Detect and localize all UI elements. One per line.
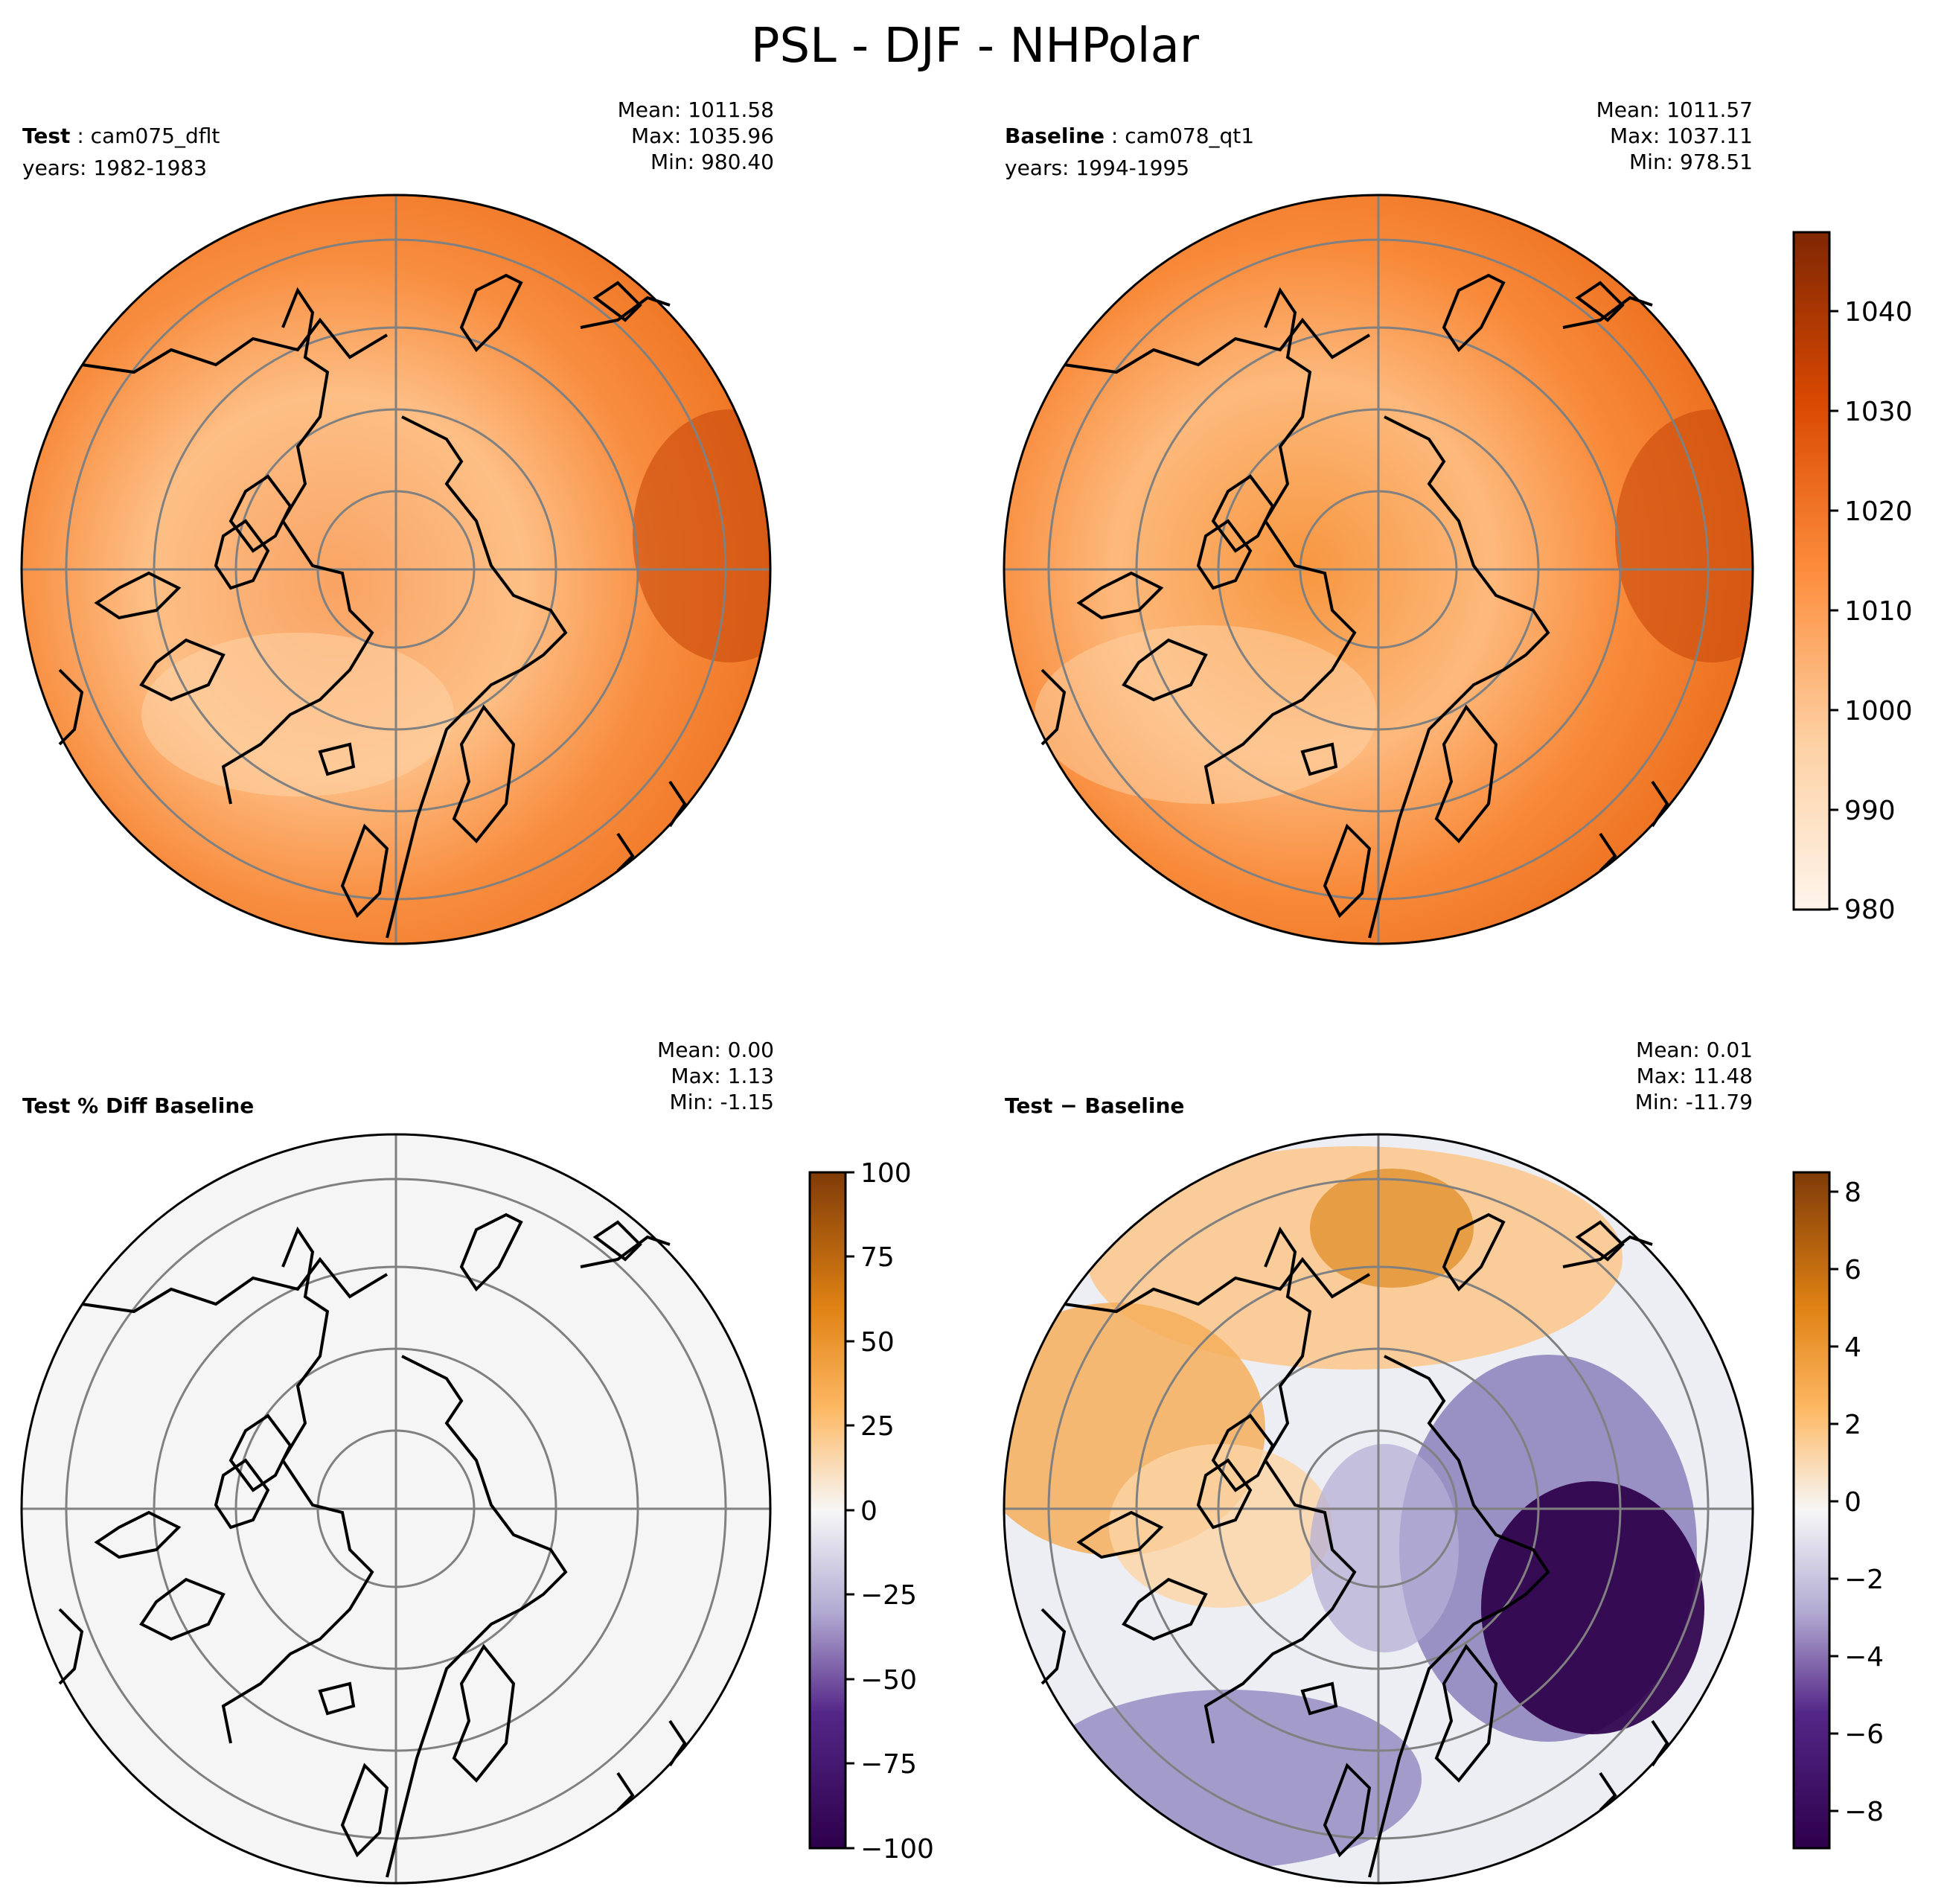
pctdiff-stats: Mean: 0.00 Max: 1.13 Min: -1.15 [657, 1037, 774, 1115]
diff-min: Min: -11.79 [1634, 1090, 1753, 1114]
pctdiff-max: Max: 1.13 [671, 1064, 774, 1088]
diff-tick-6: 6 [1844, 1255, 1861, 1285]
pctdiff-label: Test % Diff Baseline [22, 1093, 255, 1118]
pct-tick-50: 50 [860, 1327, 895, 1358]
diff-tick-8: 8 [1844, 1178, 1861, 1208]
field-colorbar: 1040 1030 1020 1010 1000 990 980 [1792, 231, 1913, 925]
baseline-mean: Mean: 1011.57 [1596, 98, 1753, 122]
pct-tick-25: 25 [860, 1411, 895, 1442]
field-tick-1040: 1040 [1844, 297, 1913, 328]
diff-mean: Mean: 0.01 [1636, 1038, 1753, 1062]
baseline-max: Max: 1037.11 [1609, 124, 1753, 148]
field-tick-1010: 1010 [1844, 596, 1913, 627]
baseline-min: Min: 978.51 [1629, 150, 1753, 174]
diff-tick-0: 0 [1844, 1487, 1861, 1518]
diff-tick-2: 2 [1844, 1410, 1861, 1440]
diff-negative-southwest [1035, 1690, 1422, 1868]
diff-colorbar: 8 6 4 2 0 −2 −4 −6 −8 [1792, 1171, 1884, 1850]
field-tick-1020: 1020 [1844, 496, 1913, 527]
baseline-colon: : [1110, 124, 1125, 148]
baseline-label: Baseline [1005, 124, 1105, 148]
diff-tick-minus6: −6 [1844, 1719, 1884, 1750]
test-colon: : [77, 124, 91, 148]
pct-tick-minus75: −75 [860, 1749, 917, 1780]
test-map-boundary [20, 194, 772, 945]
diff-negative-central [1310, 1444, 1459, 1652]
pct-colorbar: 100 75 50 25 0 −25 −50 −75 −100 [808, 1158, 934, 1865]
diff-tick-minus2: −2 [1844, 1565, 1884, 1595]
test-high-pressure [633, 409, 770, 662]
test-case-name: cam075_dflt [90, 124, 220, 148]
baseline-high-pressure [1615, 409, 1753, 662]
diff-max: Max: 11.48 [1636, 1064, 1753, 1088]
diff-tick-4: 4 [1844, 1332, 1861, 1363]
test-years: years: 1982-1983 [22, 156, 208, 180]
pctdiff-mean: Mean: 0.00 [657, 1038, 774, 1062]
field-tick-990: 990 [1844, 796, 1896, 826]
pctdiff-coastlines [58, 1213, 687, 1878]
test-label: Test [22, 124, 71, 148]
baseline-years: years: 1994-1995 [1005, 156, 1190, 180]
baseline-case-name: cam078_qt1 [1125, 124, 1255, 148]
pct-tick-0: 0 [860, 1496, 878, 1527]
test-stats: Mean: 1011.58 Max: 1035.96 Min: 980.40 [618, 97, 774, 175]
diff-coastlines [1040, 1213, 1669, 1878]
diff-positive-north-core [1310, 1169, 1474, 1288]
diff-negative-east-core [1481, 1481, 1704, 1734]
baseline-low-pressure [1035, 625, 1377, 804]
field-tick-980: 980 [1844, 895, 1896, 925]
baseline-map-boundary [1003, 194, 1754, 945]
baseline-coastlines [1040, 273, 1669, 939]
test-max: Max: 1035.96 [630, 124, 774, 148]
pct-tick-minus100: −100 [860, 1834, 934, 1865]
diff-map [1003, 1133, 1754, 1885]
diff-stats: Mean: 0.01 Max: 11.48 Min: -11.79 [1635, 1037, 1753, 1115]
diff-label: Test − Baseline [1005, 1093, 1185, 1118]
field-tick-1030: 1030 [1844, 397, 1913, 427]
test-map [20, 194, 772, 945]
figure-title: PSL - DJF - NHPolar [750, 19, 1200, 74]
field-colorbar-bar [1792, 231, 1831, 911]
baseline-case-label: Baseline : cam078_qt1 [1005, 123, 1254, 149]
diff-map-boundary [1003, 1133, 1754, 1885]
baseline-map [1003, 194, 1754, 945]
diff-colorbar-bar [1792, 1171, 1831, 1850]
test-mean: Mean: 1011.58 [617, 98, 774, 122]
pctdiff-map-boundary [20, 1133, 772, 1885]
test-min: Min: 980.40 [650, 150, 774, 174]
pct-colorbar-bar [808, 1171, 847, 1850]
baseline-stats: Mean: 1011.57 Max: 1037.11 Min: 978.51 [1596, 97, 1753, 175]
pct-tick-minus25: −25 [860, 1580, 917, 1611]
pctdiff-min: Min: -1.15 [669, 1090, 774, 1114]
pct-tick-75: 75 [860, 1242, 895, 1273]
pctdiff-map [20, 1133, 772, 1885]
pct-tick-minus50: −50 [860, 1665, 917, 1696]
diff-tick-minus4: −4 [1844, 1642, 1884, 1673]
test-low-pressure [141, 633, 454, 796]
pct-tick-100: 100 [860, 1158, 912, 1189]
test-case-label: Test : cam075_dflt [22, 123, 220, 149]
diff-tick-minus8: −8 [1844, 1797, 1884, 1827]
field-tick-1000: 1000 [1844, 696, 1913, 726]
